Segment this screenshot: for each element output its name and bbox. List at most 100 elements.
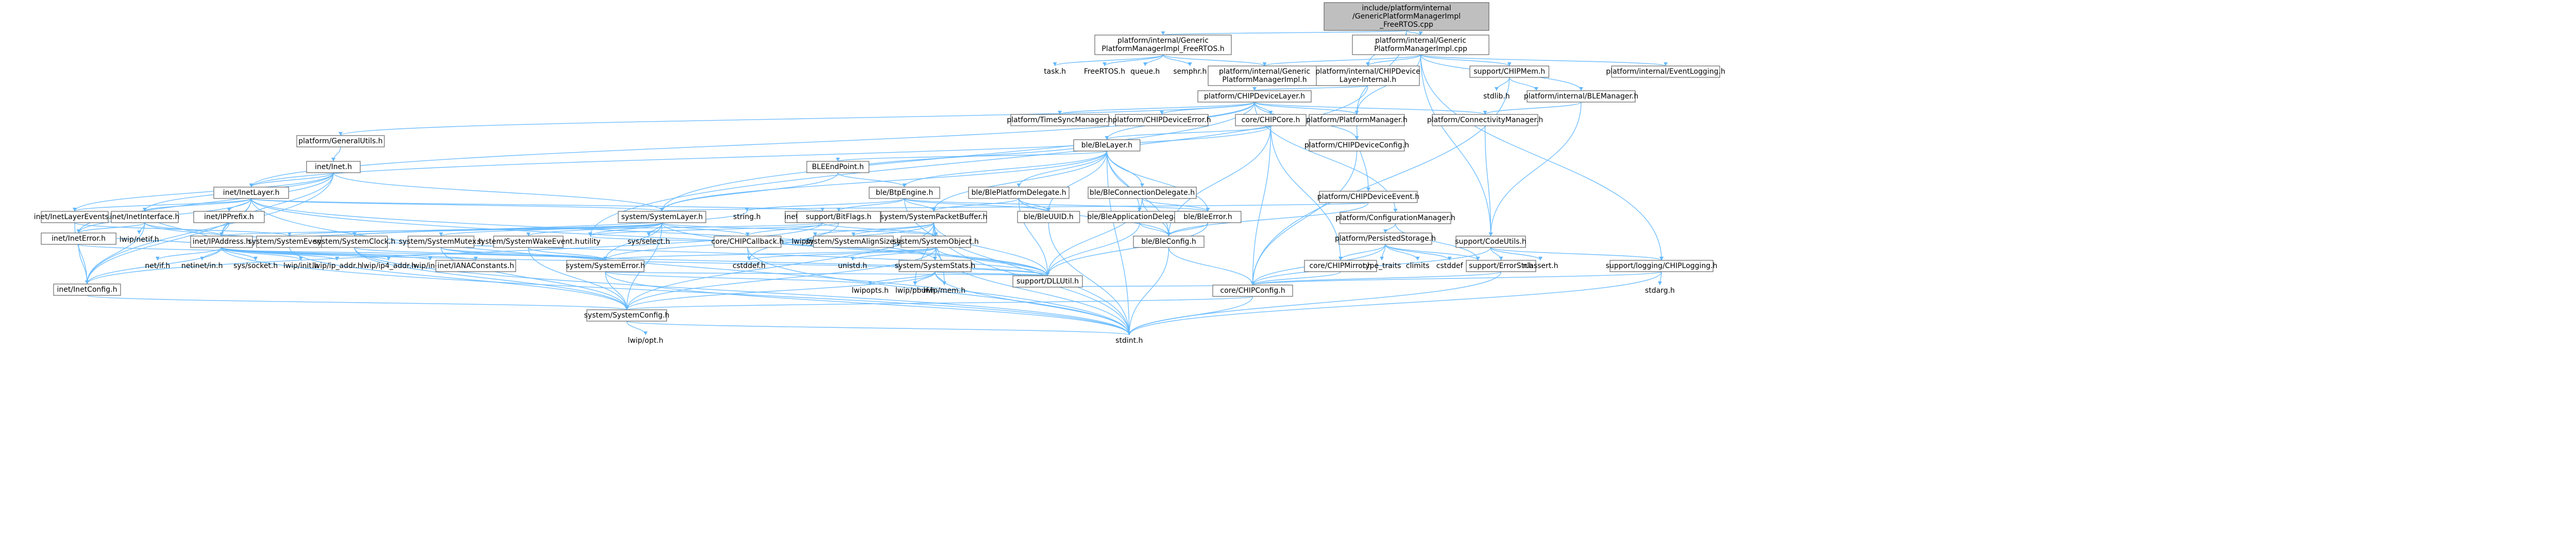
node-root[interactable]: include/platform/internal/GenericPlatfor… (1324, 2, 1489, 31)
node-chipcore[interactable]: core/CHIPCore.h (1235, 114, 1307, 126)
node-label: platform/ConnectivityManager.h (1427, 116, 1543, 124)
node-systemalloc[interactable]: system/SystemAlignSize.h (806, 236, 901, 248)
node-frame (306, 161, 361, 173)
edge-arrowhead (660, 208, 664, 211)
node-chipmem[interactable]: support/CHIPMem.h (1469, 65, 1549, 78)
node-generalutils[interactable]: platform/GeneralUtils.h (296, 135, 385, 147)
node-systemmutex[interactable]: system/SystemMutex.h (399, 236, 483, 248)
node-label: utility (580, 238, 601, 246)
node-blemgr[interactable]: platform/internal/BLEManager.h (1524, 90, 1638, 103)
edge-arrowhead (1140, 184, 1144, 187)
node-label: platform/ConfigurationManager.h (1335, 214, 1455, 222)
edge-blebtpengine-to-stdint_h (904, 198, 1130, 336)
node-configmgr[interactable]: platform/ConfigurationManager.h (1335, 212, 1455, 224)
node-label: stdlib.h (1483, 92, 1510, 101)
node-inetlayer[interactable]: inet/InetLayer.h (213, 187, 289, 199)
node-chipdeverror[interactable]: platform/CHIPDeviceError.h (1112, 114, 1211, 126)
node-ipaddress[interactable]: inet/IPAddress.h (190, 236, 253, 248)
node-label: lwipopts.h (852, 287, 889, 295)
node-chipdevconfig[interactable]: platform/CHIPDeviceConfig.h (1304, 139, 1409, 152)
node-frame (1088, 187, 1197, 199)
edge-arrowhead (836, 208, 841, 211)
node-inet-h[interactable]: inet/Inet.h (306, 161, 361, 173)
edge-systemlayer-to-utility (590, 222, 663, 237)
node-erroorstr[interactable]: support/ErrorStr.h (1466, 260, 1536, 272)
node-stdint-h: stdint.h (1115, 337, 1143, 345)
node-chipdevlayer[interactable]: platform/CHIPDeviceLayer.h (1197, 90, 1312, 103)
node-frame (1235, 114, 1307, 126)
edge-arrowhead (155, 257, 160, 260)
edge-systemerror-to-lwipopts (605, 271, 871, 286)
node-chipconfig[interactable]: core/CHIPConfig.h (1212, 285, 1293, 297)
node-inetconfig[interactable]: inet/InetConfig.h (53, 284, 121, 296)
node-frame (880, 211, 987, 223)
node-platformmgr[interactable]: platform/PlatformManager.h (1306, 114, 1408, 126)
node-gpmi-cpp[interactable]: platform/internal/GenericPlatformManager… (1352, 35, 1489, 55)
node-bleuuid[interactable]: ble/BleUUID.h (1017, 211, 1080, 223)
node-systemobject[interactable]: system/SystemObject.h (893, 236, 979, 248)
node-lwip-netif: lwip/netif.h (120, 236, 159, 244)
node-systemstats[interactable]: system/SystemStats.h (895, 260, 976, 272)
node-persistedstorage[interactable]: platform/PersistedStorage.h (1335, 232, 1436, 245)
node-label: platform/internal/EventLogging.h (1606, 68, 1725, 76)
node-systemwakeevent[interactable]: system/SystemWakeEvent.h (477, 236, 580, 248)
node-codeutils[interactable]: support/CodeUtils.h (1455, 236, 1527, 248)
node-bleendpoint[interactable]: BLEEndPoint.h (806, 161, 870, 173)
node-bleerror[interactable]: ble/BleError.h (1174, 211, 1242, 223)
edge-bleconfig-to-chipconfig (1168, 247, 1253, 286)
edge-systemstats-to-stdint_h (935, 271, 1130, 336)
node-chipdevevent[interactable]: platform/CHIPDeviceEvent.h (1317, 191, 1419, 203)
edge-chipcore-to-inetlayer (250, 125, 1272, 188)
node-label: system/SystemAlignSize.h (806, 238, 901, 246)
edge-platformmgr-to-chipdevevent (1356, 125, 1369, 192)
node-label: _FreeRTOS.cpp (1379, 21, 1433, 29)
node-chipcallback[interactable]: core/CHIPCallback.h (711, 236, 784, 248)
node-lwip-pbuf: lwip/pbuf.h (895, 287, 935, 295)
node-chiplogging[interactable]: support/logging/CHIPLogging.h (1606, 260, 1718, 272)
node-blelayer[interactable]: ble/BleLayer.h (1073, 139, 1141, 152)
edge-blemgr-to-connmgr (1484, 102, 1582, 115)
edge-arrowhead (747, 257, 751, 260)
edge-codeutils-to-nlassert (1490, 247, 1541, 261)
node-bitflags[interactable]: support/BitFlags.h (796, 211, 881, 223)
node-inetinterface[interactable]: inet/InetInterface.h (110, 211, 180, 223)
node-systemlayer[interactable]: system/SystemLayer.h (618, 211, 706, 223)
node-frame (1469, 65, 1549, 78)
node-packetbuffer[interactable]: system/SystemPacketBuffer.h (880, 211, 988, 223)
edge-inetlayer-to-stdint_h (250, 198, 1130, 336)
node-systemclock[interactable]: system/SystemClock.h (314, 236, 396, 248)
node-gpmi-h[interactable]: platform/internal/GenericPlatformManager… (1208, 65, 1321, 86)
node-gpmi-freertos-h[interactable]: platform/internal/GenericPlatformManager… (1094, 35, 1232, 55)
node-bleconndelegate[interactable]: ble/BleConnectionDelegate.h (1088, 187, 1197, 199)
node-blebtpengine[interactable]: ble/BtpEngine.h (869, 187, 940, 199)
edge-inetinterface-to-dlutil (144, 222, 1048, 276)
edge-packetbuffer-to-lwip_mem (933, 222, 945, 286)
node-ineterror[interactable]: inet/InetError.h (41, 232, 116, 245)
node-connmgr[interactable]: platform/ConnectivityManager.h (1427, 114, 1543, 126)
node-label: string.h (733, 213, 761, 221)
edge-inetlayer-to-systemlayer (250, 198, 663, 212)
node-ianaconstants[interactable]: inet/IANAConstants.h (435, 260, 516, 272)
node-frame (1611, 65, 1720, 78)
node-timesync[interactable]: platform/TimeSyncManager.h (1007, 114, 1113, 126)
node-eventlogging[interactable]: platform/internal/EventLogging.h (1606, 65, 1725, 78)
node-frame (1466, 260, 1536, 272)
edge-persistedstorage-to-chipmirror (1340, 244, 1386, 261)
edge-blelayer-to-blebtpengine (904, 151, 1108, 188)
node-frame (1115, 114, 1209, 126)
edge-arrowhead (1380, 257, 1384, 260)
node-frame (1319, 191, 1418, 203)
node-dlutil[interactable]: support/DLLUtil.h (1012, 275, 1083, 288)
node-ipprefix[interactable]: inet/IPPrefix.h (193, 211, 265, 223)
node-label: support/CodeUtils.h (1455, 238, 1526, 246)
node-label: system/SystemEvent.h (248, 238, 331, 246)
node-bleconfig[interactable]: ble/BleConfig.h (1133, 236, 1205, 248)
node-inetlayerevents[interactable]: inet/InetLayerEvents.h (34, 211, 115, 223)
node-systemerror[interactable]: system/SystemError.h (566, 260, 645, 272)
node-bleplatformdelegate[interactable]: ble/BlePlatformDelegate.h (968, 187, 1070, 199)
node-chipmirror[interactable]: core/CHIPMirror.h (1304, 260, 1377, 272)
node-chipdev-internal[interactable]: platform/internal/CHIPDeviceLayer-Intern… (1315, 65, 1420, 86)
node-string-h: string.h (733, 213, 761, 221)
node-frame (869, 187, 940, 199)
node-systemconfig[interactable]: system/SystemConfig.h (584, 309, 670, 322)
